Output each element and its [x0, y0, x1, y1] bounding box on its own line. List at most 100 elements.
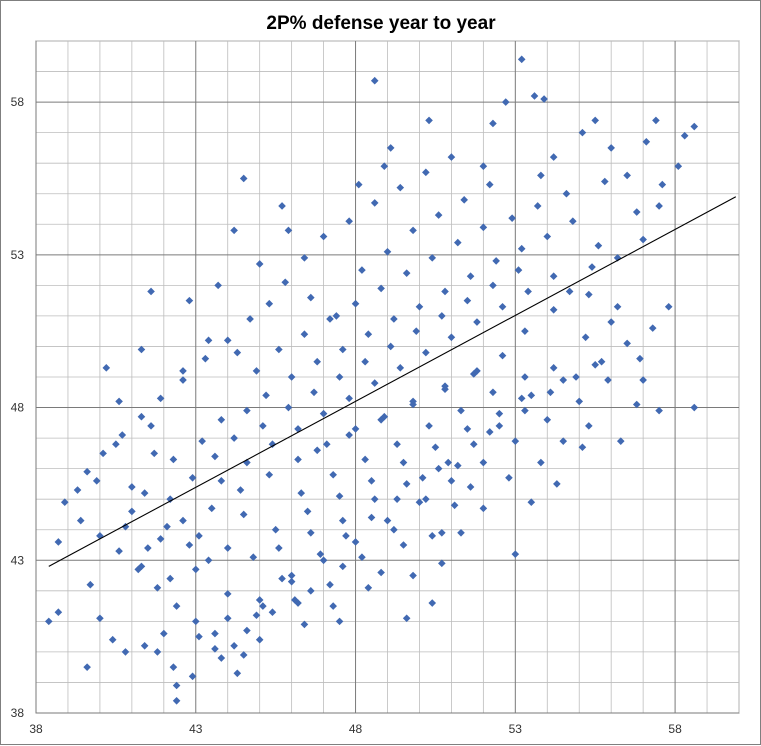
data-point	[489, 281, 497, 290]
data-point	[434, 211, 443, 219]
data-point	[393, 440, 401, 448]
data-point	[588, 263, 596, 271]
data-point	[492, 257, 500, 265]
data-point	[559, 376, 568, 384]
data-point	[489, 119, 497, 128]
data-point	[338, 345, 347, 354]
data-point	[390, 525, 398, 534]
data-point	[121, 648, 130, 656]
y-tick-label: 53	[11, 248, 25, 262]
data-point	[275, 345, 283, 354]
data-point	[549, 153, 558, 161]
data-point	[438, 528, 446, 537]
data-point	[115, 397, 123, 406]
data-point	[287, 577, 296, 586]
data-point	[498, 351, 507, 360]
data-point	[402, 614, 411, 623]
data-point	[517, 244, 526, 253]
y-tick-label: 43	[11, 553, 25, 567]
y-axis-tick-labels: 38 43 48 53 58	[11, 95, 25, 720]
data-point	[275, 544, 283, 552]
data-point	[431, 443, 440, 452]
data-point	[364, 330, 373, 339]
data-point	[412, 327, 421, 335]
data-point	[396, 183, 405, 192]
data-point	[361, 455, 369, 464]
data-point	[438, 312, 446, 320]
data-point	[191, 617, 200, 626]
data-point	[377, 284, 385, 293]
data-point	[44, 617, 53, 626]
data-point	[265, 470, 274, 479]
data-point	[367, 477, 376, 485]
data-point	[642, 138, 651, 146]
data-point	[329, 470, 337, 479]
data-point	[479, 504, 488, 513]
data-point	[422, 495, 430, 503]
data-point	[265, 299, 274, 308]
data-point	[73, 486, 82, 494]
data-point	[377, 415, 385, 424]
data-point	[83, 663, 91, 671]
data-point	[469, 440, 478, 448]
data-point	[211, 629, 219, 638]
data-point	[581, 333, 590, 342]
data-point	[454, 461, 462, 470]
data-point	[578, 128, 587, 137]
data-point	[144, 544, 152, 552]
data-point	[444, 458, 453, 467]
data-point	[153, 648, 162, 656]
trendline	[48, 196, 737, 567]
data-point	[217, 477, 226, 485]
data-point	[335, 617, 344, 626]
data-point	[278, 574, 286, 583]
data-point	[527, 498, 536, 507]
data-point	[102, 364, 111, 372]
data-point	[326, 315, 334, 323]
data-point	[428, 254, 437, 262]
x-tick-label: 48	[349, 722, 363, 736]
data-point	[137, 412, 146, 421]
data-point	[54, 538, 63, 546]
data-point	[137, 345, 146, 354]
data-point	[434, 464, 443, 473]
y-tick-label: 38	[11, 706, 25, 720]
data-point	[351, 538, 360, 546]
data-point	[179, 376, 187, 384]
data-point	[246, 315, 254, 323]
data-point	[402, 269, 411, 277]
data-point	[450, 501, 459, 510]
data-point	[76, 516, 85, 525]
data-point	[185, 296, 194, 305]
data-point	[463, 296, 472, 305]
data-point	[128, 507, 136, 516]
data-point	[319, 409, 328, 418]
data-point	[300, 330, 309, 339]
data-point	[438, 559, 446, 568]
data-point	[147, 287, 155, 296]
data-point	[223, 590, 232, 598]
data-point	[310, 388, 318, 397]
data-point	[307, 587, 315, 595]
y-tick-label: 48	[11, 401, 25, 415]
data-point	[594, 241, 603, 250]
x-axis-tick-labels: 38 43 48 53 58	[29, 722, 682, 736]
data-point	[211, 452, 219, 461]
data-point	[342, 532, 350, 540]
data-point	[543, 232, 552, 241]
data-point	[479, 162, 488, 171]
data-point	[223, 544, 232, 552]
data-point	[230, 226, 238, 235]
data-point	[156, 535, 165, 543]
data-point	[201, 354, 210, 363]
data-point	[639, 376, 647, 384]
data-point	[345, 431, 353, 439]
data-point	[466, 272, 475, 280]
data-point	[572, 373, 580, 381]
data-point	[185, 541, 194, 549]
data-point	[591, 116, 600, 125]
data-point	[236, 486, 245, 494]
data-point	[521, 406, 529, 415]
data-point	[319, 556, 328, 565]
data-point	[664, 302, 673, 311]
